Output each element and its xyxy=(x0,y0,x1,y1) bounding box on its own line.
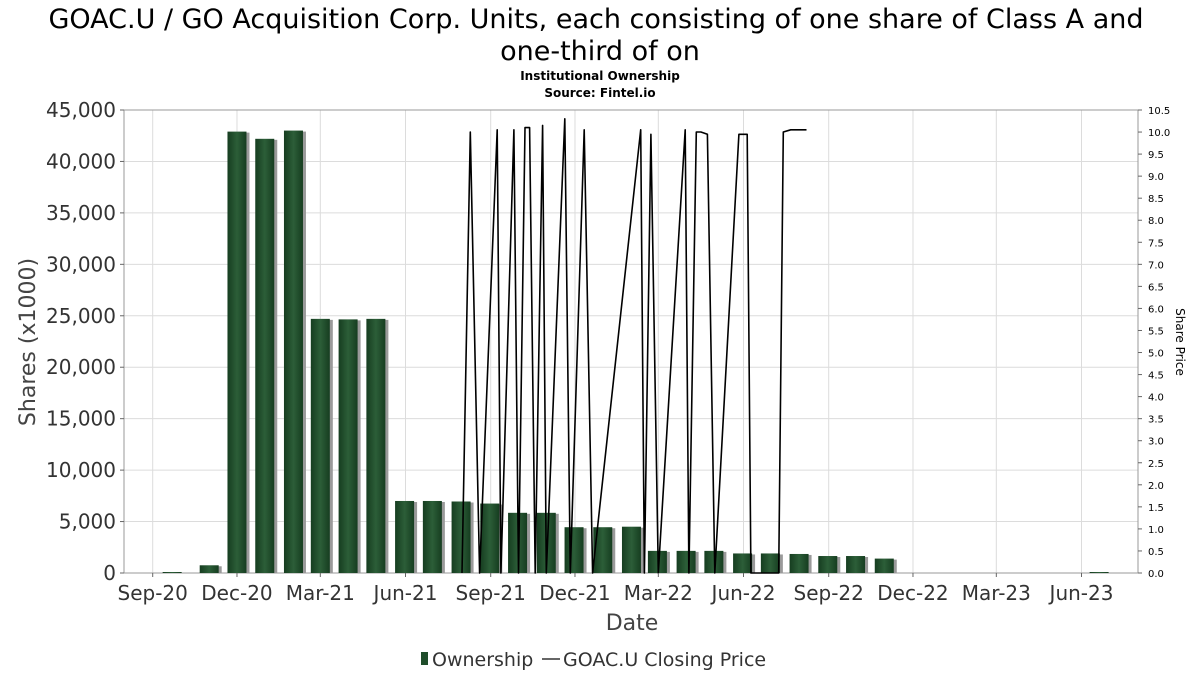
ownership-bar xyxy=(283,130,303,574)
y-tick-label: 5,000 xyxy=(59,510,116,534)
y2-tick-label: 1.0 xyxy=(1148,525,1164,536)
x-tick-label: Sep-22 xyxy=(794,581,864,605)
y2-tick-label: 9.0 xyxy=(1148,172,1164,183)
x-tick-label: Dec-21 xyxy=(539,581,610,605)
y2-tick-label: 9.5 xyxy=(1148,150,1164,161)
ownership-bar xyxy=(760,553,780,573)
ownership-bar xyxy=(874,558,894,573)
y2-tick-label: 0.5 xyxy=(1148,547,1164,558)
y2-tick-label: 10.5 xyxy=(1148,106,1170,117)
x-tick-label: Mar-21 xyxy=(286,581,355,605)
price-line-layer xyxy=(461,118,807,574)
x-tick-label: Mar-22 xyxy=(624,581,693,605)
ownership-bar xyxy=(818,556,838,573)
y2-tick-label: 2.5 xyxy=(1148,459,1164,470)
chart-subtitle: Institutional Ownership xyxy=(520,69,680,83)
y-tick-label: 45,000 xyxy=(46,98,116,122)
x-tick-label: Jun-21 xyxy=(372,581,438,605)
x-tick-label: Sep-20 xyxy=(118,581,188,605)
y-tick-label: 35,000 xyxy=(46,201,116,225)
ownership-bar xyxy=(255,138,275,573)
ownership-bar xyxy=(564,527,584,573)
y-tick-label: 0 xyxy=(103,561,116,585)
y-tick-label: 15,000 xyxy=(46,407,116,431)
ownership-bar xyxy=(789,553,809,573)
y2-tick-label: 5.5 xyxy=(1148,326,1164,337)
y2-tick-label: 4.5 xyxy=(1148,371,1164,382)
ownership-bar xyxy=(593,527,613,573)
price-line xyxy=(461,118,807,574)
y2-tick-label: 1.5 xyxy=(1148,503,1164,514)
chart-source: Source: Fintel.io xyxy=(544,86,655,100)
y-tick-label: 20,000 xyxy=(46,355,116,379)
legend-ownership-label: Ownership xyxy=(432,649,533,671)
x-tick-label: Jun-22 xyxy=(710,581,776,605)
x-tick-label: Dec-22 xyxy=(877,581,948,605)
y-axis-label: Shares (x1000) xyxy=(16,258,41,426)
y2-tick-label: 6.0 xyxy=(1148,304,1164,315)
x-tick-label: Sep-21 xyxy=(456,581,526,605)
ownership-bar xyxy=(676,550,696,573)
y-tick-label: 30,000 xyxy=(46,252,116,276)
y-axis-ticks: 0 5,000 10,000 15,000 20,000 25,000 30,000 35,0… xyxy=(46,98,124,585)
y2-axis-ticks: 0.0 0.5 1.0 1.5 2.0 2.5 3.0 3.5 4.0 4.5 5.0 5.5 6.0 6… xyxy=(1138,106,1170,580)
y2-tick-label: 3.5 xyxy=(1148,415,1164,426)
y2-tick-label: 3.0 xyxy=(1148,437,1164,448)
x-tick-label: Dec-20 xyxy=(201,581,272,605)
ownership-bar xyxy=(733,553,753,573)
ownership-bar xyxy=(338,319,358,573)
ownership-bars xyxy=(162,130,1109,574)
y2-tick-label: 10.0 xyxy=(1148,128,1170,139)
ownership-bar xyxy=(1089,572,1109,573)
y-tick-label: 10,000 xyxy=(46,458,116,482)
y2-tick-label: 7.0 xyxy=(1148,260,1164,271)
y2-tick-label: 0.0 xyxy=(1148,569,1164,580)
y2-tick-label: 5.0 xyxy=(1148,349,1164,360)
legend-price-label: GOAC.U Closing Price xyxy=(563,649,766,671)
y2-tick-label: 7.5 xyxy=(1148,238,1164,249)
ownership-bar xyxy=(621,526,641,573)
x-axis-ticks: Sep-20 Dec-20 Mar-21 Jun-21 Sep-21 Dec-21 Mar-… xyxy=(118,573,1114,605)
ownership-bar xyxy=(162,572,182,573)
y-tick-label: 25,000 xyxy=(46,304,116,328)
y-tick-label: 40,000 xyxy=(46,149,116,173)
y2-tick-label: 8.0 xyxy=(1148,216,1164,227)
ownership-bar xyxy=(366,318,386,573)
x-tick-label: Jun-23 xyxy=(1048,581,1114,605)
y2-tick-label: 2.0 xyxy=(1148,481,1164,492)
ownership-bar xyxy=(846,556,866,573)
y2-tick-label: 6.5 xyxy=(1148,282,1164,293)
x-tick-label: Mar-23 xyxy=(962,581,1031,605)
y2-tick-label: 8.5 xyxy=(1148,194,1164,205)
legend: Ownership GOAC.U Closing Price xyxy=(421,649,766,671)
ownership-bar xyxy=(395,500,415,573)
ownership-bar xyxy=(199,565,219,573)
ownership-bar xyxy=(310,318,330,573)
ownership-bar xyxy=(480,503,500,573)
x-axis-label: Date xyxy=(606,611,659,636)
ownership-bar xyxy=(422,500,442,573)
legend-ownership-swatch xyxy=(421,652,428,665)
chart-title-line-2: one-third of on xyxy=(500,36,700,67)
y2-tick-label: 4.0 xyxy=(1148,393,1164,404)
chart-title-line-1: GOAC.U / GO Acquisition Corp. Units, eac… xyxy=(48,4,1143,35)
ownership-bar xyxy=(451,501,471,573)
y2-axis-label: Share Price xyxy=(1173,308,1187,376)
ownership-bar xyxy=(227,131,247,573)
